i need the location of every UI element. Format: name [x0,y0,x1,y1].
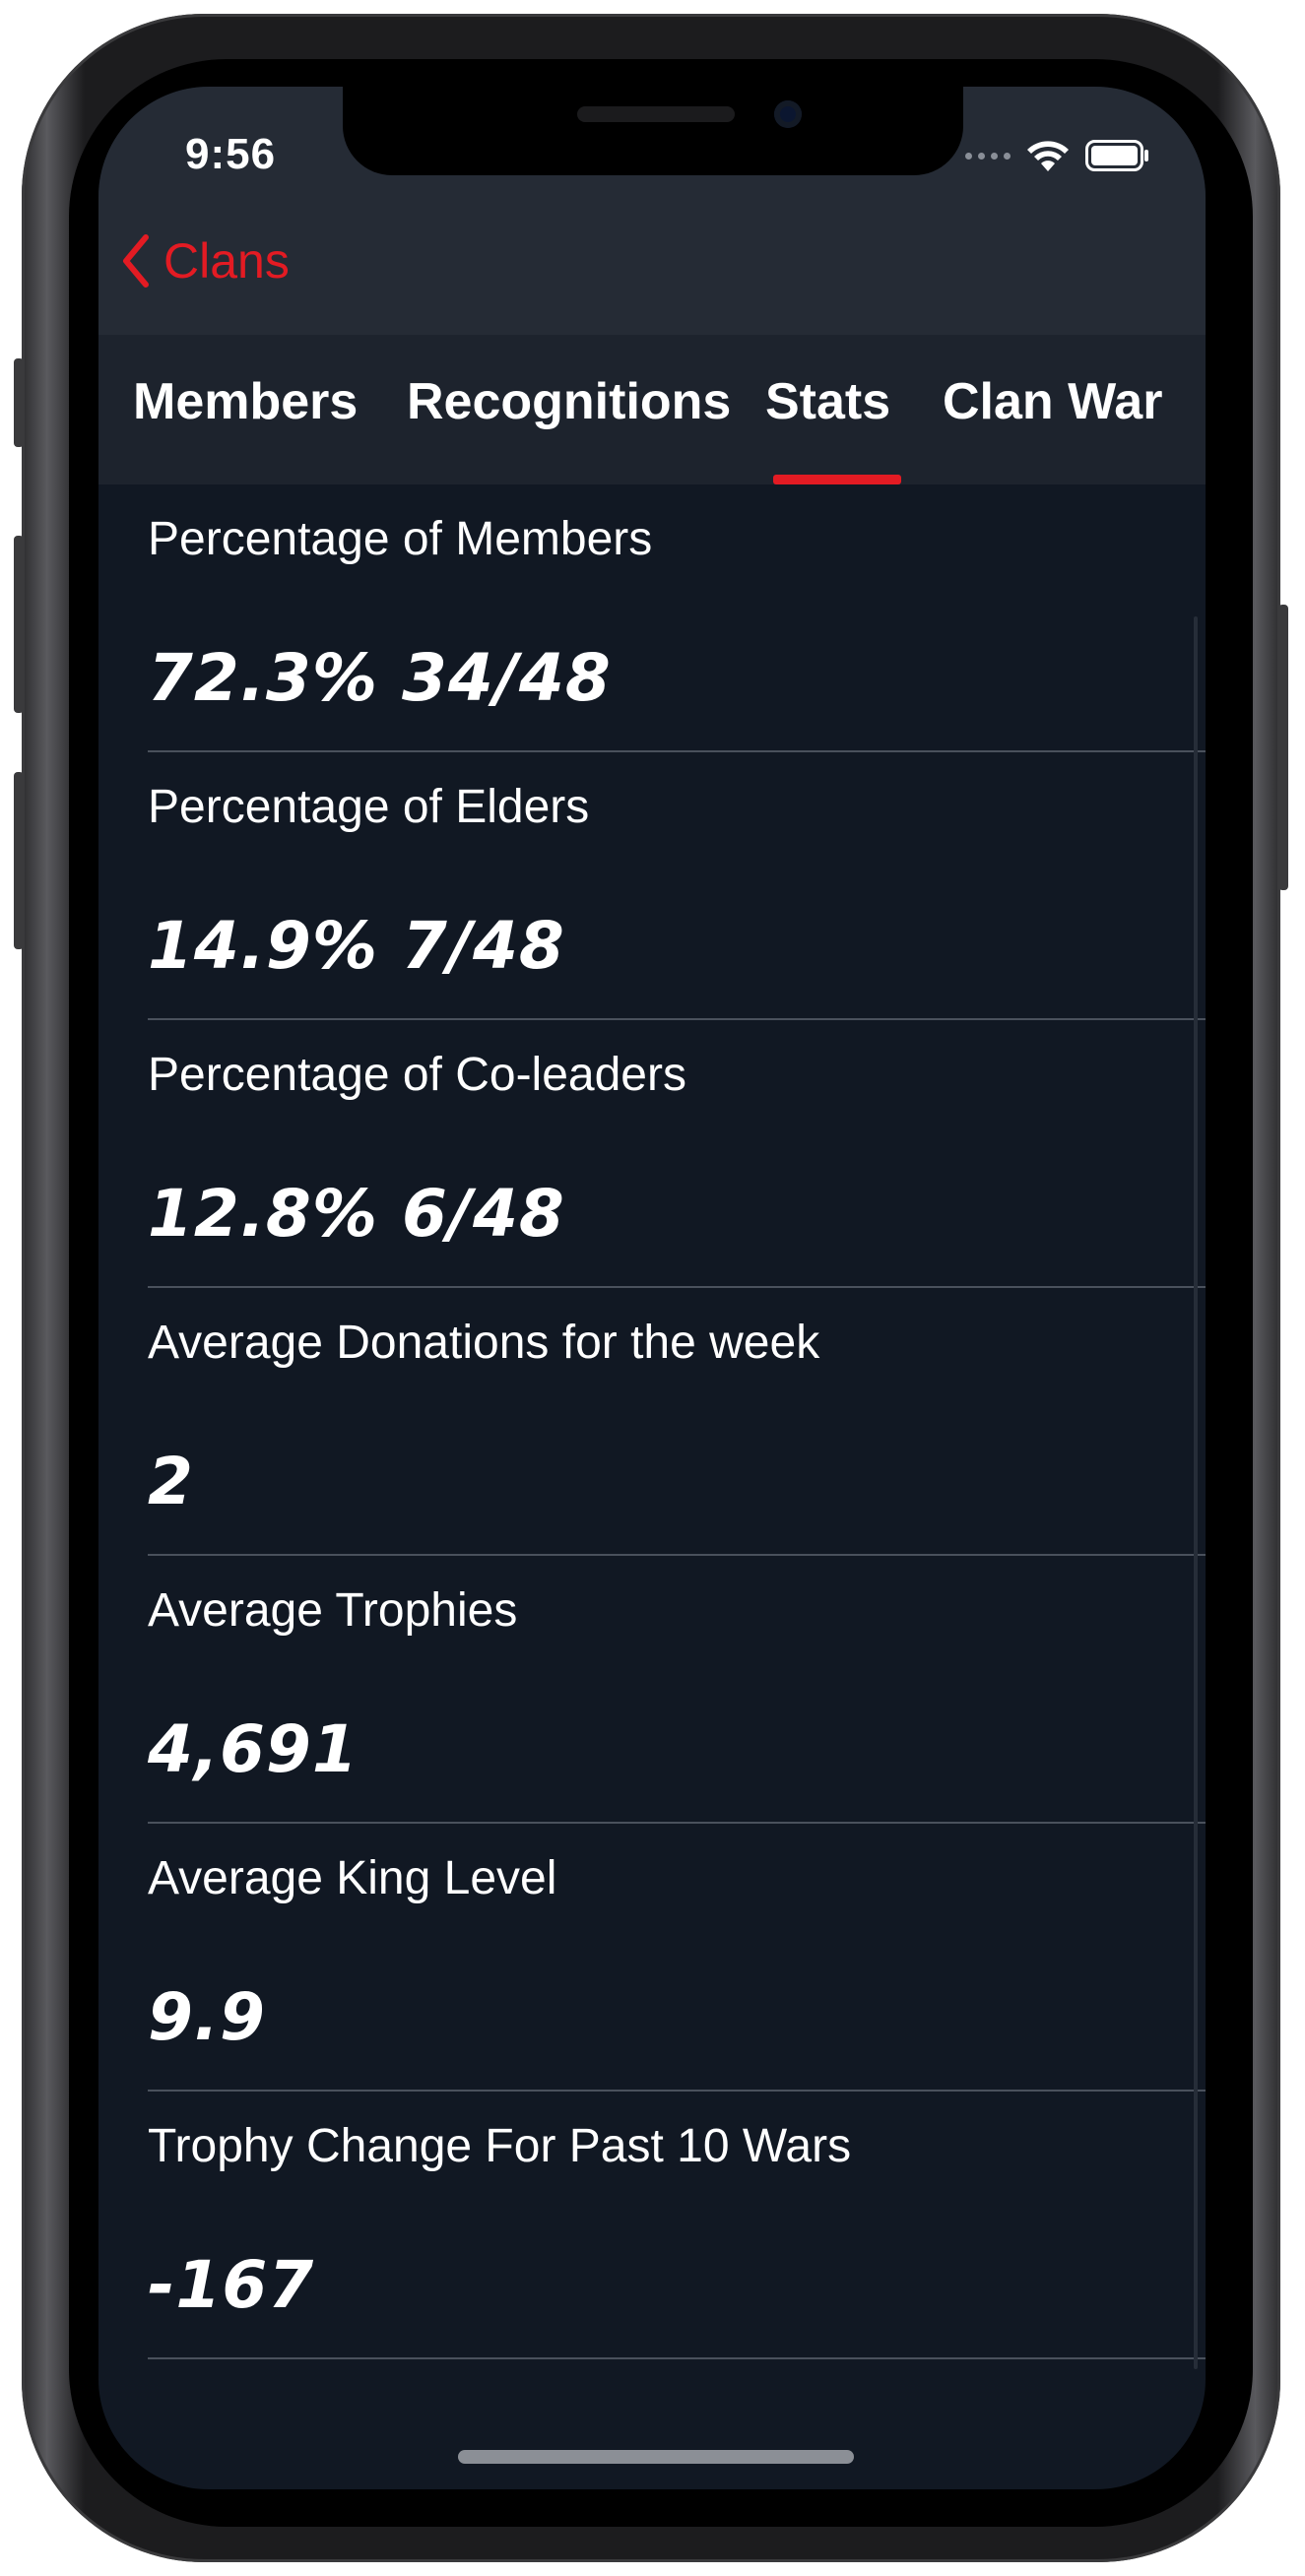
navigation-bar: Clans [98,195,1206,335]
back-button[interactable]: Clans [120,232,290,290]
stat-label: Average Donations for the week [148,1317,820,1369]
stat-percentage-elders: Percentage of Elders 14.9% 7/48 [98,752,1206,1020]
row-divider [148,1286,1206,1288]
signal-dots-icon [965,152,1011,160]
stat-value: 4,691 [148,1711,359,1787]
tab-clan-war[interactable]: Clan War [943,373,1163,430]
status-bar: 9:56 [98,87,1206,195]
active-tab-indicator [773,475,901,484]
chevron-left-icon [123,234,149,288]
tab-members[interactable]: Members [133,373,359,430]
volume-down-button [14,772,24,949]
row-divider [148,1554,1206,1556]
tab-stats[interactable]: Stats [765,373,891,430]
home-indicator[interactable] [458,2450,854,2464]
stat-label: Trophy Change For Past 10 Wars [148,2120,852,2172]
stat-value: -167 [148,2247,315,2323]
stat-average-trophies: Average Trophies 4,691 [98,1556,1206,1824]
volume-up-button [14,536,24,713]
stat-value: 14.9% 7/48 [148,908,565,984]
status-time: 9:56 [185,130,277,178]
wifi-icon [1027,141,1069,171]
stat-value: 9.9 [148,1979,266,2055]
row-divider [148,2357,1206,2359]
stat-label: Percentage of Members [148,513,653,565]
stat-average-king-level: Average King Level 9.9 [98,1824,1206,2092]
stats-list: Percentage of Members 72.3% 34/48 Percen… [98,484,1206,2359]
stat-percentage-coleaders: Percentage of Co-leaders 12.8% 6/48 [98,1020,1206,1288]
mute-switch [14,358,24,447]
stat-average-donations: Average Donations for the week 2 [98,1288,1206,1556]
row-divider [148,1822,1206,1824]
stat-value: 2 [148,1444,194,1519]
stat-label: Average Trophies [148,1584,518,1637]
front-camera [774,100,802,128]
status-icons [965,138,1150,173]
stat-percentage-members: Percentage of Members 72.3% 34/48 [98,484,1206,752]
row-divider [148,750,1206,752]
speaker-grille [577,106,735,122]
tab-recognitions[interactable]: Recognitions [407,373,732,430]
row-divider [148,1018,1206,1020]
row-divider [148,2090,1206,2092]
stat-value: 72.3% 34/48 [148,640,612,716]
power-button [1278,605,1288,890]
stat-value: 12.8% 6/48 [148,1176,565,1252]
scroll-indicator[interactable] [1194,616,1198,2369]
app-screen: 9:56 Clans [98,87,1206,2489]
stat-label: Average King Level [148,1852,557,1904]
stat-label: Percentage of Elders [148,781,590,833]
back-button-label: Clans [163,233,290,289]
stat-label: Percentage of Co-leaders [148,1049,686,1101]
battery-icon [1085,140,1148,171]
stat-trophy-change: Trophy Change For Past 10 Wars -167 [98,2092,1206,2359]
notch [343,87,963,175]
segmented-tabs: Members Recognitions Stats Clan War [98,335,1206,484]
